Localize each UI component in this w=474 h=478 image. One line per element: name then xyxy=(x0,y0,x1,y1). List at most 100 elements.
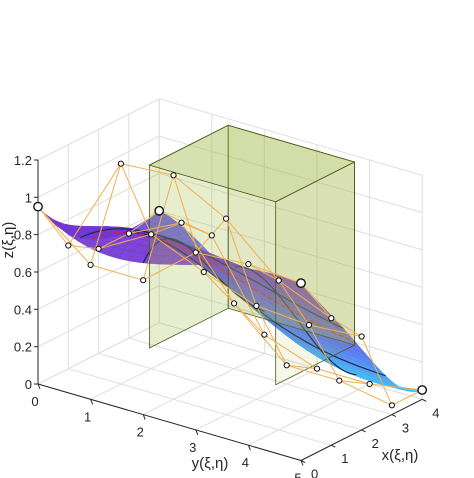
control-net-edge xyxy=(225,218,257,307)
control-net-edge xyxy=(98,233,130,250)
x-tick xyxy=(361,429,366,433)
grid-line xyxy=(37,135,160,198)
control-net-edge xyxy=(203,271,235,304)
x-tick-label: 0 xyxy=(311,467,318,478)
control-point xyxy=(358,333,365,340)
x-tick-label: 3 xyxy=(402,421,409,436)
grid-line xyxy=(90,337,213,400)
control-net-edge xyxy=(286,364,340,382)
grid-line xyxy=(195,368,318,431)
control-point xyxy=(417,385,428,395)
control-net-edge xyxy=(158,210,213,236)
control-net-edge xyxy=(128,210,160,234)
z-axis-label: z(ξ,η) xyxy=(0,222,17,259)
control-net-edge xyxy=(90,264,144,281)
control-net-edge xyxy=(37,206,69,246)
control-net-edge xyxy=(142,252,197,281)
x-tick xyxy=(391,414,397,418)
control-point xyxy=(283,362,290,369)
control-net xyxy=(33,160,428,409)
control-net-edge xyxy=(308,324,362,337)
z-tick-label: 0.2 xyxy=(14,340,32,355)
grid-line xyxy=(159,98,423,176)
control-net-edge xyxy=(255,305,288,366)
box-face xyxy=(275,161,355,386)
x-tick xyxy=(331,444,336,448)
y-tick xyxy=(37,383,41,390)
control-point xyxy=(231,300,238,307)
z-tick-label: 0 xyxy=(25,377,32,392)
y-tick xyxy=(195,429,199,436)
control-net-edge xyxy=(37,206,91,266)
grid-line xyxy=(159,172,423,251)
grid-line xyxy=(248,383,370,446)
grid-line xyxy=(37,322,160,385)
grid-line xyxy=(159,135,423,214)
control-net-edge xyxy=(195,252,249,265)
y-axis-label: y(ξ,η) xyxy=(192,455,229,472)
bounding-box xyxy=(148,124,356,386)
control-point xyxy=(33,201,43,212)
x-axis-label: x(ξ,η) xyxy=(382,447,419,464)
control-net-edge xyxy=(128,222,182,234)
control-net-edge xyxy=(67,163,122,246)
control-point xyxy=(336,377,343,384)
y-tick-label: 5 xyxy=(294,471,301,478)
control-point xyxy=(328,315,335,322)
y-tick-label: 2 xyxy=(137,425,144,440)
grid-line xyxy=(98,352,362,431)
grid-line xyxy=(37,285,160,348)
control-point xyxy=(170,172,177,179)
control-net-edge xyxy=(278,280,310,326)
control-net-edge xyxy=(278,280,332,319)
control-point xyxy=(200,268,207,276)
x-tick-label: 2 xyxy=(372,436,379,451)
y-tick-label: 4 xyxy=(242,455,249,470)
z-tick-label: 0.6 xyxy=(14,265,32,280)
z-tick-label: 0.8 xyxy=(14,228,32,243)
control-net-edge xyxy=(248,263,279,281)
control-point xyxy=(125,230,132,237)
control-net-edge xyxy=(173,175,205,273)
control-point xyxy=(261,331,268,338)
y-tick xyxy=(300,460,304,466)
grid-line xyxy=(128,337,393,416)
control-point xyxy=(178,219,185,226)
control-net-edge xyxy=(300,282,332,319)
z-tick-label: 1.2 xyxy=(14,153,32,168)
control-point xyxy=(305,321,313,329)
control-point xyxy=(87,261,94,268)
control-net-edge xyxy=(264,334,318,370)
control-point xyxy=(148,231,155,238)
y-tick xyxy=(142,414,146,420)
control-net-edge xyxy=(120,163,174,176)
control-point xyxy=(296,278,306,288)
control-point xyxy=(140,277,147,284)
x-tick-label: 1 xyxy=(341,451,348,466)
section-curve xyxy=(142,237,265,313)
control-net-edge xyxy=(151,222,182,235)
x-tick-label: 4 xyxy=(432,405,439,420)
control-net-edge xyxy=(361,336,393,406)
control-net-edge xyxy=(248,263,302,284)
control-point xyxy=(95,245,102,252)
y-tick xyxy=(90,399,94,405)
y-tick-label: 1 xyxy=(84,409,91,424)
control-net-edge xyxy=(211,235,265,335)
control-net-edge xyxy=(308,324,340,381)
highlight-curve xyxy=(92,231,356,343)
grid-line xyxy=(159,322,423,400)
control-point xyxy=(65,242,72,249)
y-tick-label: 0 xyxy=(31,394,38,409)
control-net-edge xyxy=(369,383,423,391)
control-net-edge xyxy=(339,380,393,406)
z-tick-label: 0.4 xyxy=(14,302,32,317)
control-net-edge xyxy=(150,233,205,273)
control-net-edge xyxy=(339,380,370,385)
control-net-edge xyxy=(173,174,227,219)
grid-line xyxy=(159,210,423,288)
grid-line xyxy=(37,98,160,161)
control-net-edge xyxy=(120,163,152,235)
control-net-edge xyxy=(391,389,423,406)
